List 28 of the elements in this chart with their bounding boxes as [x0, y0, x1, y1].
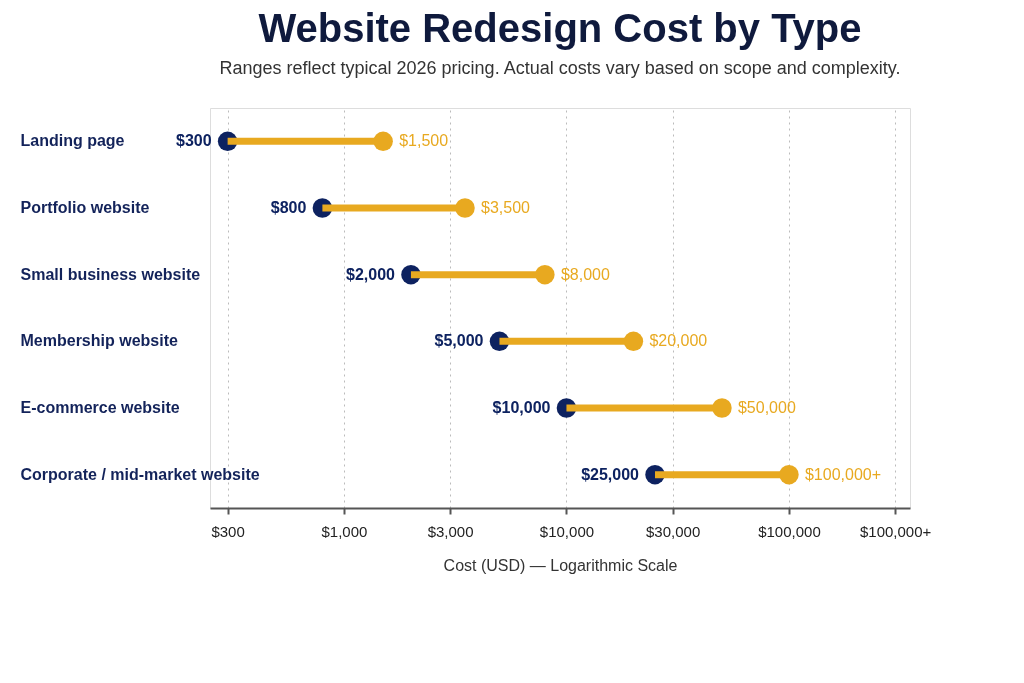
- x-tick-label: $100,000+: [859, 522, 932, 540]
- data-label: $25,000: [581, 465, 640, 483]
- x-tick-label: $1,000: [321, 522, 368, 540]
- x-tick-label: $30,000: [645, 522, 701, 540]
- data-label: $100,000+: [804, 465, 882, 483]
- chart-subtitle: Ranges reflect typical 2026 pricing. Actual costs vary based on scope and complexity.: [219, 58, 901, 78]
- x-tick-label: $300: [211, 522, 245, 540]
- x-tick-label: $10,000: [539, 522, 595, 540]
- data-label: $2,000: [346, 265, 396, 283]
- y-tick-label: Landing page: [20, 132, 125, 150]
- data-label: $10,000: [492, 399, 551, 416]
- data-label: $5,000: [434, 332, 484, 350]
- x-tick-label: $3,000: [427, 522, 474, 540]
- x-axis-title: Cost (USD) — Logarithmic Scale: [443, 556, 678, 574]
- data-label: $8,000: [560, 265, 610, 283]
- data-label: $20,000: [649, 332, 708, 350]
- x-tick-label: $100,000: [758, 522, 821, 540]
- y-tick-label: Portfolio website: [20, 199, 150, 216]
- y-tick-label: Small business website: [20, 265, 201, 283]
- data-label: $3,500: [481, 199, 531, 216]
- data-label: $1,500: [399, 132, 449, 150]
- y-tick-label: Corporate / mid-market website: [20, 465, 260, 483]
- y-tick-label: E-commerce website: [20, 399, 180, 416]
- data-label: $300: [176, 132, 212, 150]
- y-tick-label: Membership website: [20, 332, 178, 350]
- data-label: $50,000: [737, 399, 796, 416]
- data-label: $800: [270, 199, 307, 216]
- chart-title: Website Redesign Cost by Type: [258, 6, 862, 50]
